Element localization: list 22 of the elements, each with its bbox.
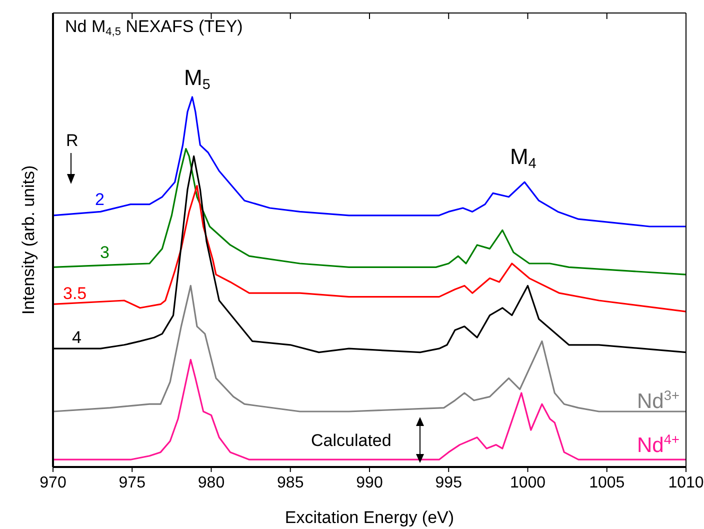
x-tick-label: 970 (40, 474, 66, 492)
series-label: Nd$^{3+}$ (637, 388, 680, 413)
annotation: M$_{4}$ (510, 144, 536, 172)
series-label: 2 (95, 190, 104, 209)
annotation: Calculated (311, 431, 392, 450)
x-tick-label: 1005 (589, 474, 625, 492)
y-axis-title: Intensity (arb. units) (19, 165, 38, 315)
x-tick-label: 995 (435, 474, 462, 492)
x-tick-label: 1000 (510, 474, 546, 492)
x-tick-label: 975 (118, 474, 146, 492)
x-tick-label: 990 (356, 474, 383, 492)
x-tick-label: 985 (277, 474, 304, 492)
text: M$_{5}$ (184, 65, 210, 94)
series-label: 3 (100, 243, 110, 262)
series-label: 3.5 (63, 284, 87, 303)
x-axis-title: Excitation Energy (eV) (284, 508, 454, 527)
x-tick-label: 1010 (668, 474, 704, 492)
chart-title: Nd M$_{4,5}$ NEXAFS (TEY) (65, 17, 243, 38)
series-label: 4 (72, 328, 82, 347)
x-tick-label: 980 (198, 474, 225, 492)
series-label: Nd$^{4+}$ (637, 432, 680, 457)
annotation: R (66, 131, 78, 150)
